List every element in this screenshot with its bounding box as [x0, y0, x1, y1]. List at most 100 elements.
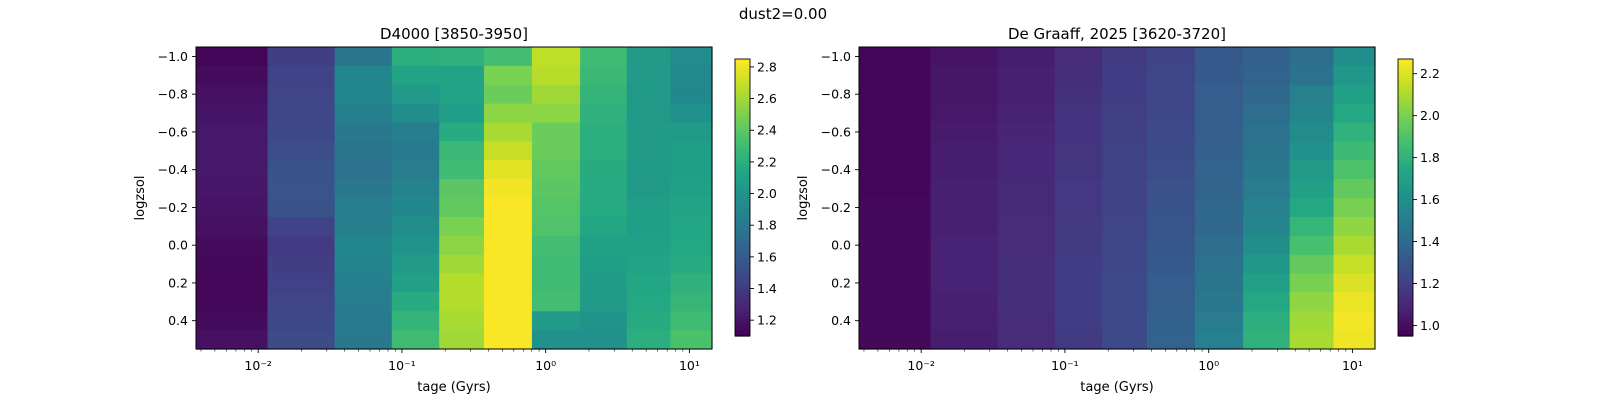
heatmap-cell	[196, 292, 269, 312]
heatmap-cell	[531, 141, 581, 161]
colorbar-segment	[1398, 104, 1413, 109]
y-tick-label: −0.2	[821, 200, 851, 215]
heatmap-cell	[531, 65, 581, 86]
colorbar-segment	[735, 117, 750, 122]
heatmap-cell	[1054, 47, 1103, 67]
heatmap-cell	[334, 47, 393, 67]
y-tick-label: −0.4	[821, 162, 851, 177]
colorbar-segment	[735, 325, 750, 330]
x-tick-label: 10⁻¹	[1051, 358, 1079, 373]
colorbar-segment	[735, 204, 750, 209]
heatmap-cell	[1333, 103, 1376, 124]
heatmap-cell	[196, 235, 269, 256]
heatmap-cell	[483, 179, 533, 199]
heatmap-cell	[1289, 330, 1335, 350]
heatmap-cell	[859, 122, 932, 142]
x-tick-label: 10⁻²	[244, 358, 272, 373]
heatmap-cell	[580, 141, 628, 161]
colorbar-segment	[735, 145, 750, 150]
colorbar-segment	[735, 114, 750, 119]
heatmap-cell	[1333, 330, 1376, 350]
heatmap-cell	[483, 311, 533, 331]
heatmap-cell	[531, 160, 581, 180]
heatmap-cell	[1194, 311, 1244, 331]
colorbar-segment	[1398, 252, 1413, 257]
heatmap-cell	[997, 160, 1056, 180]
colorbar-segment	[1398, 315, 1413, 320]
colorbar-segment	[735, 62, 750, 67]
heatmap-cell	[1289, 216, 1335, 237]
heatmap-cell	[334, 216, 393, 237]
heatmap-cell	[670, 292, 713, 312]
colorbar-segment	[1398, 110, 1413, 115]
colorbar-segment	[1398, 325, 1413, 330]
heatmap-cell	[1146, 84, 1196, 105]
x-tick-label: 10¹	[679, 358, 700, 373]
heatmap-cell	[1243, 103, 1291, 124]
heatmap-cell	[580, 160, 628, 180]
heatmap-cell	[1194, 141, 1244, 161]
heatmap-cell	[267, 84, 336, 105]
heatmap-cell	[859, 330, 932, 350]
heatmap-cell	[439, 179, 485, 199]
heatmap-cell	[1243, 235, 1291, 256]
x-tick-label: 10⁰	[535, 358, 556, 373]
heatmap-cell	[483, 160, 533, 180]
colorbar-segment	[1398, 249, 1413, 254]
heatmap-cell	[626, 216, 672, 237]
heatmap-cell	[267, 103, 336, 124]
colorbar-segment	[735, 214, 750, 219]
heatmap-cell	[930, 65, 999, 86]
heatmap-cell	[1102, 292, 1148, 312]
heatmap-cell	[997, 254, 1056, 275]
colorbar-segment	[1398, 297, 1413, 302]
colorbar-segment	[735, 304, 750, 309]
heatmap-cell	[334, 235, 393, 256]
heatmap-cell	[334, 198, 393, 218]
heatmap-cell	[859, 103, 932, 124]
heatmap-cell	[1289, 84, 1335, 105]
heatmap-cell	[1054, 311, 1103, 331]
colorbar-segment	[735, 221, 750, 226]
colorbar-segment	[1398, 152, 1413, 157]
colorbar-segment	[735, 69, 750, 74]
colorbar-segment	[1398, 322, 1413, 327]
heatmap-cell	[483, 273, 533, 293]
heatmap-cell	[626, 254, 672, 275]
colorbar-segment	[735, 190, 750, 195]
colorbar-segment	[1398, 162, 1413, 167]
colorbar-segment	[1398, 277, 1413, 282]
heatmap-cell	[930, 179, 999, 199]
y-tick-label: 0.4	[168, 313, 188, 328]
colorbar-segment	[1398, 90, 1413, 95]
heatmap-cell	[670, 216, 713, 237]
y-tick-label: 0.0	[831, 238, 851, 253]
heatmap-cell	[1054, 103, 1103, 124]
heatmap-cell	[267, 179, 336, 199]
x-axis-label: tage (Gyrs)	[417, 380, 490, 395]
heatmap-cell	[930, 235, 999, 256]
heatmap-cell	[670, 84, 713, 105]
heatmap-cell	[267, 160, 336, 180]
heatmap-cell	[196, 141, 269, 161]
heatmap-cell	[1243, 141, 1291, 161]
colorbar-segment	[735, 315, 750, 320]
heatmap-cell	[1054, 330, 1103, 350]
colorbar-frame	[1397, 58, 1414, 337]
heatmap-cell	[439, 198, 485, 218]
heatmap-cell	[997, 122, 1056, 142]
heatmap-cell	[1243, 84, 1291, 105]
colorbar-segment	[735, 104, 750, 109]
heatmap-cell	[859, 141, 932, 161]
heatmap-cell	[1289, 235, 1335, 256]
heatmap-cell	[1333, 65, 1376, 86]
heatmap-cell	[626, 235, 672, 256]
x-tick-label: 10¹	[1342, 358, 1363, 373]
colorbar-segment	[1398, 124, 1413, 129]
heatmap-cell	[670, 160, 713, 180]
heatmap-cell	[531, 122, 581, 142]
x-axis-ticks: 10⁻² 10⁻¹ 10⁰ 10¹	[863, 349, 1363, 373]
heatmap-cell	[1333, 235, 1376, 256]
colorbar-segment	[1398, 79, 1413, 84]
